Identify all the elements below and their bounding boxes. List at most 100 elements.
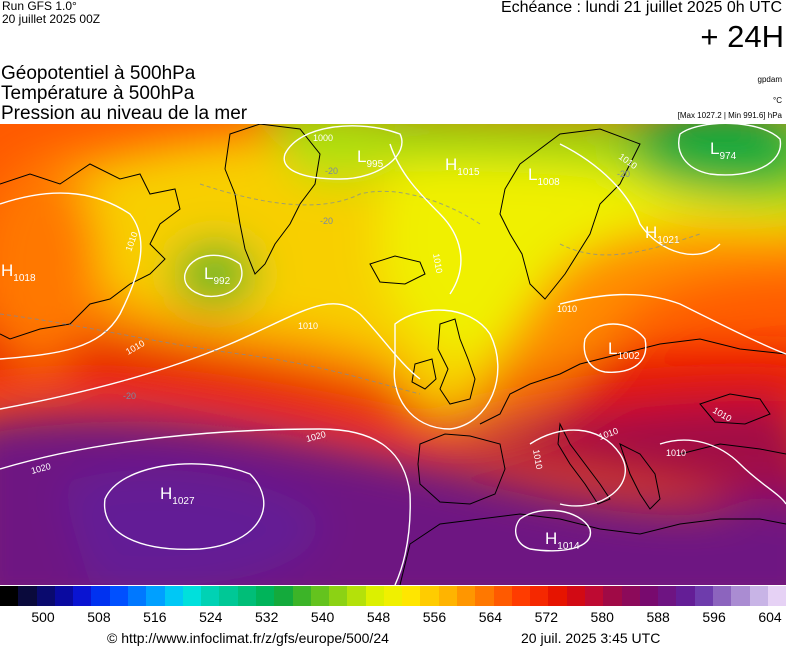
center-h1015: H1015	[445, 155, 480, 178]
field-green-low-n	[285, 124, 395, 184]
color-swatch	[292, 586, 311, 606]
field-green-low-sw	[175, 244, 255, 304]
coast-scandinavia	[499, 128, 641, 300]
color-swatch	[237, 586, 256, 606]
coastlines	[0, 124, 786, 585]
color-swatch	[91, 586, 110, 606]
center-h1014: H1014	[545, 529, 580, 552]
isobar-1010-scand	[559, 143, 721, 256]
center-h1027: H1027	[160, 484, 195, 507]
color-swatch	[712, 586, 732, 606]
color-swatch	[548, 586, 567, 606]
center-l1002: L1002	[608, 339, 640, 362]
isobar-1027	[103, 463, 265, 551]
color-swatch	[274, 586, 293, 606]
isobar-label: 1010	[557, 304, 577, 314]
scale-tick-label: 572	[534, 609, 558, 625]
run-label: Run GFS 1.0°	[2, 0, 77, 13]
color-swatch	[621, 586, 640, 606]
color-swatch	[603, 586, 622, 606]
isotherm-label: -20	[617, 169, 630, 179]
pressure-extremes: [Max 1027.2 | Min 991.6] hPa	[677, 111, 782, 120]
color-swatch	[585, 586, 604, 606]
run-date: 20 juillet 2025 00Z	[2, 12, 101, 26]
color-swatch	[767, 586, 786, 606]
color-swatch	[639, 586, 659, 606]
field-deep-purple	[60, 469, 322, 585]
color-swatch	[219, 586, 238, 606]
color-swatch	[658, 586, 677, 606]
coast-turkey	[679, 443, 786, 455]
color-swatch	[146, 586, 165, 606]
coast-greenland	[224, 124, 321, 275]
coast-balkans-greece	[619, 443, 661, 510]
color-swatch	[36, 586, 55, 606]
coast-labrador	[0, 163, 181, 340]
color-scale-ticks: 500 508 516 524 532 540 548 556 564 572 580 588 596 6…	[0, 609, 786, 629]
isotherm-label: -20	[123, 391, 136, 401]
isotherm-labels: -20 -20 -20 -20	[123, 166, 630, 401]
field-orange-ring	[18, 133, 786, 428]
isotherm-label: -20	[325, 166, 338, 176]
coast-black-sea	[699, 393, 771, 425]
isotherm-n	[199, 183, 481, 225]
scale-tick-label: 580	[590, 609, 614, 625]
color-swatch	[676, 586, 695, 606]
isotherm-east	[559, 233, 701, 256]
isobar-1010-uk	[393, 309, 499, 430]
isobar-992	[183, 254, 243, 298]
scale-tick-label: 500	[31, 609, 55, 625]
center-l974: L974	[710, 139, 737, 162]
isobar-1002	[583, 323, 647, 373]
scale-tick-label: 516	[143, 609, 167, 625]
color-swatch	[347, 586, 366, 606]
title-temperature: Température à 500hPa	[1, 83, 195, 104]
color-swatch	[255, 586, 275, 606]
color-swatch	[0, 586, 19, 606]
color-swatch	[109, 586, 128, 606]
coast-uk	[437, 318, 476, 405]
color-swatch	[182, 586, 202, 606]
scale-tick-label: 508	[87, 609, 111, 625]
isobar-1010-north-loop	[389, 143, 462, 295]
center-l992: L992	[204, 264, 231, 287]
unit-temperature: °C	[773, 96, 782, 105]
color-swatch	[365, 586, 384, 606]
isobar-1010-east	[559, 293, 786, 355]
color-swatch	[694, 586, 713, 606]
coast-italy	[557, 422, 611, 505]
unit-geopotential: gpdam	[757, 75, 782, 84]
isobar-label: 1010	[431, 253, 444, 274]
lead-time-label: + 24H	[700, 19, 784, 54]
isotherms	[0, 183, 701, 395]
color-swatch	[329, 586, 348, 606]
color-swatch	[475, 586, 494, 606]
pressure-centers: L995 H1015 L1008 L974 H1021 H1018 L992 L…	[1, 139, 737, 552]
color-swatch	[127, 586, 147, 606]
color-swatch	[201, 586, 220, 606]
coast-iceland	[369, 255, 426, 285]
scale-tick-label: 604	[758, 609, 782, 625]
coast-north-africa	[399, 513, 786, 585]
color-swatch	[402, 586, 421, 606]
valid-time-label: Echéance : lundi 21 juillet 2025 0h UTC	[500, 0, 782, 16]
generated-time: 20 juil. 2025 3:45 UTC	[521, 630, 661, 646]
isobar-label: 1010	[531, 449, 544, 470]
color-swatch	[731, 586, 750, 606]
isotherm-label: -20	[320, 216, 333, 226]
color-swatch	[54, 586, 74, 606]
color-swatch	[18, 586, 37, 606]
title-pressure: Pression au niveau de la mer	[1, 103, 248, 124]
isobar-label: 1000	[313, 133, 333, 143]
coast-europe-mainland	[479, 338, 786, 425]
scale-tick-label: 532	[255, 609, 279, 625]
isobar-1020-atl	[0, 428, 411, 585]
color-swatch	[73, 586, 92, 606]
scale-tick-label: 556	[422, 609, 447, 625]
scale-tick-label: 524	[199, 609, 223, 625]
isobar-label: 1010	[666, 448, 686, 458]
field-green-low-ne	[630, 124, 786, 194]
center-l995: L995	[357, 147, 384, 170]
isobar-label: 1010	[298, 321, 318, 331]
source-url: © http://www.infoclimat.fr/z/gfs/europe/…	[107, 630, 389, 646]
